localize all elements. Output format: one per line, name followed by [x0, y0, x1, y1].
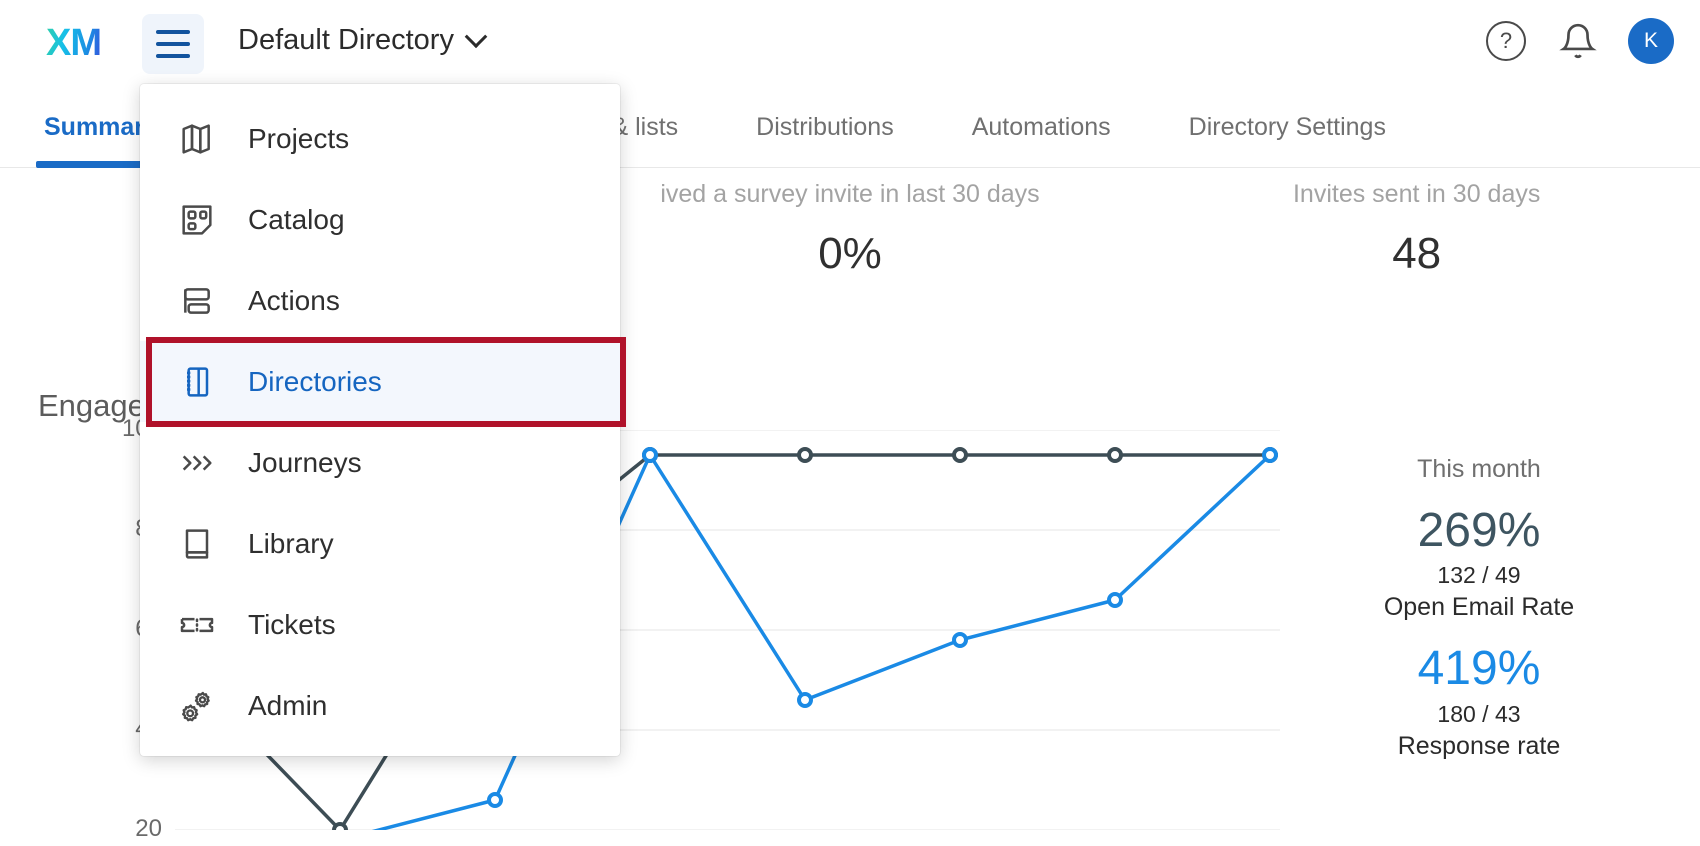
menu-item-label: Journeys	[248, 446, 362, 478]
menu-item-catalog[interactable]: Catalog	[140, 179, 620, 260]
kpi-strip: ived a survey invite in last 30 days 0% …	[0, 180, 1700, 279]
notification-bell-icon	[1559, 23, 1597, 59]
open-email-rate-caption: Open Email Rate	[1383, 593, 1575, 622]
actions-icon	[176, 280, 218, 322]
library-icon	[176, 523, 218, 565]
response-rate-ratio: 180 / 43	[1437, 700, 1521, 727]
xm-logo[interactable]: XM	[46, 22, 112, 64]
menu-item-label: Directories	[248, 365, 382, 397]
chevron-down-icon	[464, 24, 488, 48]
hamburger-line	[156, 54, 190, 58]
main-menu-toggle[interactable]	[142, 14, 204, 74]
response-rate-value: 419%	[1417, 642, 1541, 696]
tab-automations[interactable]: Automations	[971, 113, 1111, 141]
open-email-rate-ratio: 132 / 49	[1437, 562, 1521, 589]
menu-item-admin[interactable]: Admin	[140, 665, 620, 746]
menu-item-actions[interactable]: Actions	[140, 260, 620, 341]
menu-item-tickets[interactable]: Tickets	[140, 584, 620, 665]
chart-y-tick: 20	[135, 815, 162, 842]
kpi-value: 0%	[818, 229, 882, 278]
menu-item-label: Library	[248, 527, 334, 559]
chart-data-point[interactable]	[332, 822, 348, 830]
tab-summary[interactable]: Summary	[22, 88, 180, 168]
chart-data-point[interactable]	[642, 447, 658, 463]
tab-directory-settings[interactable]: Directory Settings	[1188, 113, 1386, 141]
chart-data-point[interactable]	[952, 632, 968, 648]
menu-item-label: Admin	[248, 689, 328, 721]
directory-selector[interactable]: Default Directory	[238, 24, 488, 57]
directories-icon	[176, 361, 218, 403]
chart-series-line	[183, 453, 1270, 830]
avatar[interactable]: K	[1628, 18, 1674, 64]
chart-data-point[interactable]	[1107, 447, 1123, 463]
help-button[interactable]: ?	[1484, 19, 1528, 63]
hamburger-line	[156, 42, 190, 46]
menu-item-label: Tickets	[248, 608, 336, 640]
metrics-title: This month	[1417, 455, 1541, 483]
menu-item-label: Catalog	[248, 203, 345, 235]
this-month-metrics: This month 269% 132 / 49 Open Email Rate…	[1314, 455, 1644, 761]
global-nav-menu: Projects Catalog Actions	[140, 84, 620, 756]
menu-item-label: Actions	[248, 284, 340, 316]
kpi-card-survey-invite-rate: ived a survey invite in last 30 days 0%	[567, 180, 1134, 279]
top-bar: XM Default Directory ? K	[0, 0, 1700, 88]
directory-name-label: Default Directory	[238, 24, 454, 56]
projects-icon	[176, 118, 218, 160]
question-mark-circle-icon: ?	[1486, 21, 1526, 61]
menu-item-label: Projects	[248, 122, 350, 154]
menu-item-journeys[interactable]: Journeys	[140, 422, 620, 503]
open-email-rate-value: 269%	[1417, 504, 1541, 557]
hamburger-line	[156, 30, 190, 34]
topbar-actions: ? K	[1484, 18, 1674, 64]
tickets-icon	[176, 604, 218, 646]
response-rate-caption: Response rate	[1397, 731, 1561, 760]
kpi-value: 48	[1392, 229, 1442, 278]
kpi-label: Invites sent in 30 days	[1292, 180, 1541, 208]
chart-data-point[interactable]	[487, 792, 503, 808]
kpi-card-invites-sent: Invites sent in 30 days 48	[1133, 180, 1700, 279]
chart-data-point[interactable]	[1107, 592, 1123, 608]
notifications-button[interactable]	[1556, 19, 1600, 63]
kpi-label: ived a survey invite in last 30 days	[660, 180, 1040, 208]
menu-item-library[interactable]: Library	[140, 503, 620, 584]
chart-data-point[interactable]	[797, 692, 813, 708]
chart-data-point[interactable]	[797, 447, 813, 463]
admin-gears-icon	[176, 685, 218, 727]
chart-series-line	[371, 453, 1272, 830]
menu-item-directories[interactable]: Directories	[140, 341, 620, 422]
chart-data-point[interactable]	[1262, 447, 1278, 463]
catalog-icon	[176, 199, 218, 241]
chart-data-point[interactable]	[952, 447, 968, 463]
journeys-icon	[176, 442, 218, 484]
tab-distributions[interactable]: Distributions	[756, 113, 894, 141]
menu-item-projects[interactable]: Projects	[140, 98, 620, 179]
